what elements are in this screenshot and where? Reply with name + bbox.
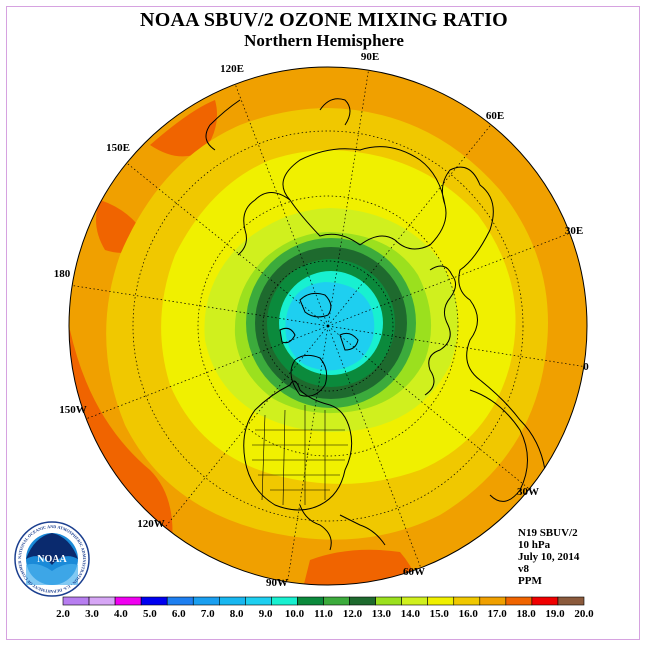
lon-label-60e: 60E	[486, 110, 504, 122]
meridian-line	[287, 325, 329, 582]
colorbar-tick-label: 19.0	[545, 608, 565, 620]
lon-label-120w: 120W	[137, 518, 165, 530]
colorbar-swatch	[427, 596, 455, 606]
colorbar-swatch	[401, 596, 428, 606]
colorbar-tick-label: 9.0	[258, 608, 273, 620]
colorbar-swatch	[531, 596, 559, 606]
colorbar-tick-label: 2.0	[56, 608, 70, 620]
colorbar-swatch	[349, 596, 376, 606]
colorbar-swatch	[245, 596, 272, 606]
colorbar-tick-label: 18.0	[516, 608, 536, 620]
colorbar-swatch	[453, 596, 481, 606]
colorbar-tick-label: 20.0	[574, 608, 594, 620]
lon-label-0: 0	[583, 361, 589, 373]
lon-label-60w: 60W	[403, 566, 425, 578]
map-subtitle: Northern Hemisphere	[244, 31, 404, 50]
colorbar-tick-label: 15.0	[429, 608, 449, 620]
ozone-field	[69, 67, 587, 585]
colorbar-swatch	[192, 596, 220, 606]
colorbar-tick-label: 8.0	[229, 608, 244, 620]
colorbar-tick-label: 17.0	[487, 608, 507, 620]
lon-label-30e: 30E	[565, 225, 583, 237]
meridian-line	[72, 285, 329, 327]
colorbar-swatch	[271, 596, 298, 606]
meridian-line	[327, 232, 570, 327]
colorbar-swatch	[88, 596, 116, 606]
lon-label-150w: 150W	[59, 404, 87, 416]
colorbar-tick-label: 14.0	[400, 608, 420, 620]
colorbar-swatch	[557, 596, 585, 606]
colorbar	[62, 596, 585, 606]
map-title: NOAA SBUV/2 OZONE MIXING RATIO	[140, 9, 508, 31]
lon-label-150e: 150E	[106, 142, 130, 154]
colorbar-swatch	[219, 596, 246, 606]
colorbar-swatch	[297, 596, 324, 606]
colorbar-tick-label: 4.0	[114, 608, 128, 620]
colorbar-swatch	[140, 596, 168, 606]
info-satellite: N19 SBUV/2	[518, 527, 578, 539]
colorbar-tick-label: 13.0	[371, 608, 391, 620]
lon-label-180: 180	[54, 268, 71, 280]
map-boundary	[68, 66, 588, 586]
colorbar-swatch	[62, 596, 90, 606]
lon-label-30w: 30W	[517, 486, 539, 498]
colorbar-swatch	[479, 596, 507, 606]
ozone-band-darkorange	[150, 100, 218, 157]
colorbar-tick-label: 5.0	[142, 608, 157, 620]
colorbar-tick-label: 6.0	[171, 608, 186, 620]
colorbar-swatch	[375, 596, 402, 606]
colorbar-tick-label: 10.0	[284, 608, 305, 620]
colorbar-tick-label: 12.0	[342, 608, 363, 620]
longitude-labels: 90E 60E 30E 0 30W 60W 90W 120W 150W 180 …	[54, 51, 590, 589]
meridian-line	[327, 70, 369, 327]
logo-text: NOAA	[37, 554, 67, 565]
colorbar-swatch	[166, 596, 194, 606]
graticule	[72, 70, 584, 582]
info-level: 10 hPa	[518, 539, 551, 551]
info-version: v8	[518, 563, 529, 575]
ozone-band-darkorange	[300, 549, 420, 585]
noaa-logo: NOAA NATIONAL OCEANIC AND ATMOSPHERIC AD…	[14, 521, 90, 597]
info-units: PPM	[518, 575, 542, 587]
colorbar-tick-label: 7.0	[200, 608, 215, 620]
meridian-line	[327, 325, 584, 367]
colorbar-tick-label: 16.0	[458, 608, 478, 620]
lon-label-90e: 90E	[361, 51, 379, 63]
lon-label-120e: 120E	[220, 63, 244, 75]
colorbar-tick-label: 11.0	[314, 608, 333, 620]
colorbar-swatch	[323, 596, 350, 606]
colorbar-tick-label: 3.0	[85, 608, 99, 620]
colorbar-swatch	[505, 596, 533, 606]
colorbar-swatch	[114, 596, 142, 606]
meridian-line	[327, 325, 422, 568]
lon-label-90w: 90W	[266, 577, 288, 589]
info-date: July 10, 2014	[518, 551, 580, 563]
